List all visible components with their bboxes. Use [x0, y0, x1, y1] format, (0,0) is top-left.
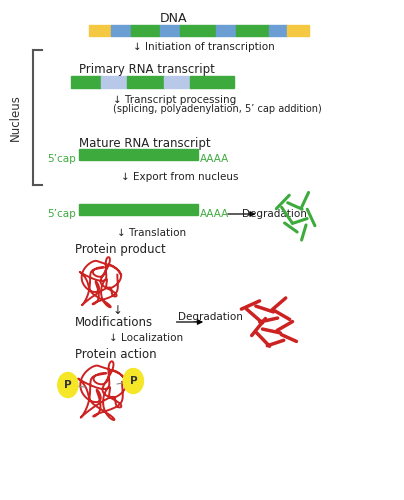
Bar	[101, 76, 127, 88]
Text: AAAA: AAAA	[200, 209, 229, 219]
Text: ↓ Export from nucleus: ↓ Export from nucleus	[121, 172, 239, 182]
Text: Degradation: Degradation	[242, 209, 307, 219]
Text: ↓: ↓	[113, 304, 123, 316]
Text: Primary RNA transcript: Primary RNA transcript	[79, 64, 215, 76]
Circle shape	[58, 372, 78, 398]
Bar	[269, 25, 287, 36]
Text: ↓ Initiation of transcription: ↓ Initiation of transcription	[133, 42, 275, 52]
Bar	[89, 25, 111, 36]
Bar	[131, 25, 160, 36]
Bar	[71, 76, 101, 88]
Text: P: P	[64, 380, 72, 390]
Text: P: P	[130, 376, 137, 386]
Text: Protein action: Protein action	[75, 348, 156, 362]
Bar	[287, 25, 309, 36]
Bar	[160, 25, 180, 36]
Text: Protein product: Protein product	[75, 244, 166, 256]
Bar	[190, 76, 234, 88]
Bar	[180, 25, 216, 36]
Bar	[164, 76, 190, 88]
Circle shape	[123, 368, 143, 394]
Text: 5’cap: 5’cap	[47, 209, 76, 219]
Text: DNA: DNA	[160, 12, 187, 26]
Bar	[111, 25, 131, 36]
Text: ↓ Transcript processing: ↓ Transcript processing	[113, 95, 236, 105]
Bar	[79, 149, 198, 160]
Bar	[127, 76, 164, 88]
Text: 5’cap: 5’cap	[47, 154, 76, 164]
Text: Modifications: Modifications	[75, 316, 153, 328]
Text: ↓ Translation: ↓ Translation	[117, 228, 186, 237]
Bar	[236, 25, 269, 36]
Text: (splicing, polyadenylation, 5’ cap addition): (splicing, polyadenylation, 5’ cap addit…	[113, 104, 322, 114]
Text: AAAA: AAAA	[200, 154, 229, 164]
Text: ↓ Localization: ↓ Localization	[109, 332, 183, 342]
Text: Degradation: Degradation	[178, 312, 243, 322]
Text: Mature RNA transcript: Mature RNA transcript	[79, 136, 210, 149]
Bar	[216, 25, 236, 36]
Bar	[79, 204, 198, 215]
Text: Nucleus: Nucleus	[9, 94, 22, 141]
